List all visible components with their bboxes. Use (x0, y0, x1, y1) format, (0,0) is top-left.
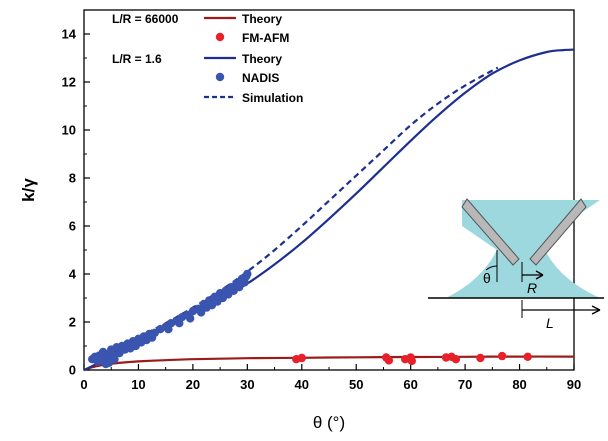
x-tick-label: 40 (295, 377, 309, 392)
inset-theta-arc (485, 265, 498, 271)
legend-simulation-label: Simulation (242, 91, 303, 105)
inset-l-arrowhead (591, 305, 601, 315)
theory-l-r-66000-curve (83, 355, 575, 372)
legend-ratio-1-6: L/R = 1.6 (112, 52, 162, 66)
x-tick-label: 50 (349, 377, 363, 392)
y-tick-label: 4 (69, 267, 77, 282)
fm-afm-l-r-66000-point (523, 352, 532, 361)
fm-afm-l-r-66000-point (451, 355, 461, 364)
y-tick-label: 8 (69, 171, 76, 186)
legend-nadis-dot (215, 72, 225, 82)
y-tick-label: 6 (69, 219, 76, 234)
x-tick-label: 30 (240, 377, 254, 392)
nadis-l-r-1-6-point (186, 314, 195, 323)
y-axis: 0 2 4 6 8 10 12 14 (62, 27, 90, 378)
fm-afm-l-r-66000-point (407, 356, 416, 366)
nadis-l-r-1-6-point (222, 287, 231, 297)
inset-tip-right (529, 198, 587, 266)
y-tick-label: 12 (62, 75, 76, 90)
inset-r-label: R (527, 280, 537, 296)
x-tick-label: 60 (403, 377, 417, 392)
nadis-l-r-1-6-point (110, 355, 119, 364)
nadis-l-r-1-6-point (233, 281, 242, 291)
series-layer (83, 48, 575, 372)
legend-theory-1-6-label: Theory (242, 52, 282, 66)
x-tick-label: 0 (80, 377, 87, 392)
inset-theta-label: θ (483, 270, 491, 286)
x-tick-label: 90 (567, 377, 581, 392)
legend-ratio-66000: L/R = 66000 (112, 12, 179, 26)
simulation-l-r-1-6-curve (94, 66, 499, 364)
inset-l-label: L (546, 315, 554, 331)
x-axis: 0 10 20 30 40 50 60 70 80 90 (80, 364, 581, 392)
x-tick-label: 70 (458, 377, 472, 392)
nadis-l-r-1-6-point (242, 272, 251, 281)
legend-nadis-label: NADIS (242, 71, 279, 85)
fm-afm-l-r-66000-point (384, 356, 394, 365)
legend-fm-afm-dot (215, 32, 225, 42)
fm-afm-l-r-66000-point (297, 353, 306, 363)
y-tick-label: 0 (69, 363, 76, 378)
x-axis-label: θ (°) (313, 413, 345, 432)
y-tick-label: 2 (69, 315, 76, 330)
legend: L/R = 66000 Theory FM-AFM L/R = 1.6 Theo… (112, 12, 303, 105)
y-tick-label: 10 (62, 123, 76, 138)
legend-fm-afm-label: FM-AFM (242, 31, 289, 45)
fm-afm-l-r-66000-point (476, 353, 485, 363)
inset-diagram: θ R L (428, 198, 604, 331)
y-tick-label: 14 (62, 27, 77, 42)
inset-r-arrowhead (535, 270, 544, 280)
y-axis-label: k/γ (19, 178, 38, 202)
fm-afm-l-r-66000-point (497, 351, 507, 361)
x-tick-label: 80 (512, 377, 526, 392)
inset-tip-left (461, 198, 520, 266)
legend-theory-66000-label: Theory (242, 12, 282, 26)
x-tick-label: 10 (131, 377, 145, 392)
x-tick-label: 20 (186, 377, 200, 392)
nadis-l-r-1-6-point (196, 308, 206, 317)
